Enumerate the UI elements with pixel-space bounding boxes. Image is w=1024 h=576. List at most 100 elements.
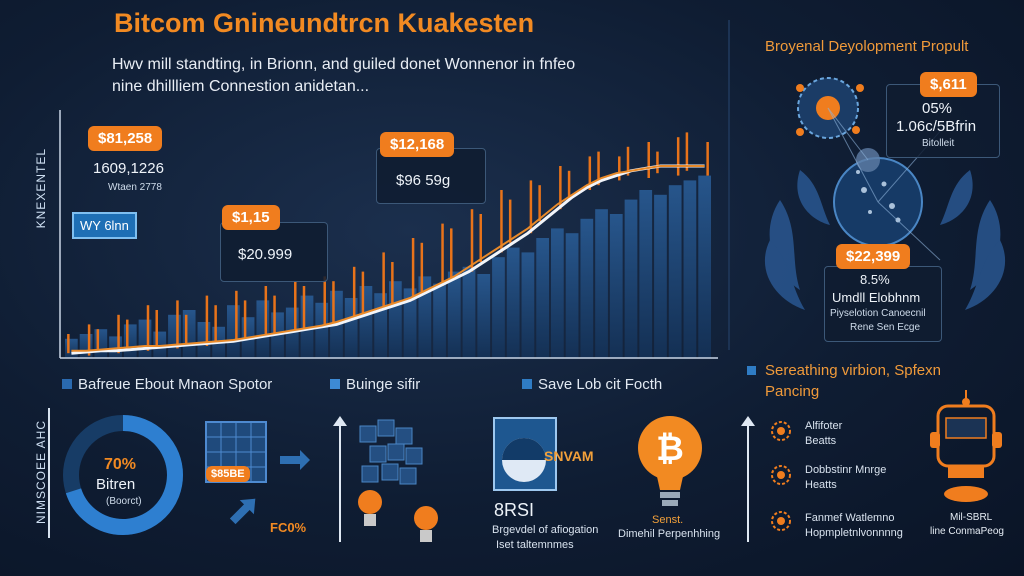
chart-bar [565, 233, 579, 358]
price-card-2-pct: 8.5% [860, 272, 890, 287]
price-card-2-line2: Piyselotion Canoecnil [830, 308, 926, 319]
subtitle-line-1: Hwv mill standting, in Brionn, and guile… [112, 56, 576, 73]
svg-text:₿: ₿ [656, 429, 684, 469]
snvam-card-illustration [493, 417, 557, 491]
donut-sub: (Boorct) [106, 496, 142, 507]
chart-bar [403, 288, 417, 358]
chip-pattern-icon [359, 419, 423, 485]
item-3-sub: Hopmpletnlvonnnng [805, 527, 903, 539]
chart-bar [182, 310, 196, 358]
callout-badge-3: $12,168 [380, 132, 455, 157]
callout-badge-2: $1,15 [222, 205, 280, 230]
chart-bar [197, 322, 211, 358]
legend-item-1: Bafreue Ebout Mnaon Spotor [62, 376, 272, 393]
page-title: Bitcom Gnineundtrcn Kuakesten [114, 8, 535, 38]
legend-item-2: Buinge sifir [330, 376, 420, 393]
legend-swatch-icon [62, 379, 72, 389]
chart-bar [492, 257, 505, 358]
card-caption-1: Brgevdel of afiogation [492, 524, 599, 536]
chart-candles [67, 132, 709, 356]
chart-bar [433, 283, 446, 358]
card-caption-2: Iset taltemnmes [496, 539, 574, 551]
chart-bar [551, 228, 564, 358]
diagonal-arrow-icon [229, 498, 256, 525]
price-card-1-rate: 1.06c/5Bfrin [896, 118, 977, 135]
chip-bulbs-illustration [333, 416, 438, 542]
subtitle-line-2: nine dhillliem Connestion anidetan... [112, 78, 370, 95]
bulb-caption-1: Senst. [652, 514, 684, 526]
chart-bar [639, 190, 653, 358]
donut-chart [63, 415, 183, 535]
section-title-line-2: Pancing [765, 383, 820, 400]
donut-progress-arc [63, 415, 183, 535]
right-arrow-icon [280, 450, 310, 470]
price-card-2-badge: $22,399 [836, 244, 911, 269]
bottom-axis-line [48, 408, 50, 538]
chart-bar [418, 276, 432, 358]
legend-item-3: Save Lob cit Focth [522, 376, 662, 393]
chart-bar [315, 302, 329, 358]
up-arrow-icon [333, 416, 347, 426]
chart-bar [123, 324, 137, 358]
legend-swatch-icon [330, 379, 340, 389]
price-card-1-pct: 05% [922, 100, 953, 117]
item-2-label: Dobbstinr Mnrge [805, 464, 887, 476]
callout-1-sub: Wtaen 2778 [108, 182, 162, 193]
chart-bar [595, 209, 608, 358]
panel-divider [728, 20, 730, 350]
donut-label: Bitren [96, 476, 136, 493]
price-card-1-badge: $,611 [920, 72, 977, 97]
robot-icon [930, 390, 1002, 502]
gear-bulb-icon [771, 465, 791, 485]
blue-callout-badge: WY 6lnn [72, 212, 137, 239]
chart-bar [580, 218, 594, 358]
chart-lines [71, 164, 705, 355]
bitcoin-bulb-icon [414, 506, 438, 530]
chart-bar [94, 329, 108, 358]
price-card-2-line3: Rene Sen Ecge [850, 322, 921, 333]
network-illustration [764, 77, 1006, 310]
callout-badge-1: $81,258 [88, 126, 163, 151]
chart-series-line-1 [71, 164, 705, 355]
donut-percent: 70% [104, 456, 137, 473]
chart-bar [683, 180, 697, 358]
right-panel-title: Broyenal Deyolopment Propult [765, 38, 969, 55]
callout-2-value: $20.999 [238, 246, 293, 263]
cube-caption: FC0% [270, 520, 307, 535]
chart-bar [477, 274, 491, 358]
chart-bar [359, 286, 373, 358]
callout-3-value: $96 59g [396, 172, 451, 189]
gear-bulb-icon [771, 511, 791, 531]
chart-series-line-2 [71, 165, 705, 352]
chart-bar [654, 194, 667, 358]
chart-bar [462, 266, 476, 358]
chart-bar [536, 238, 549, 358]
section-bullet-icon [747, 366, 756, 375]
price-card-1-note: Bitolleit [922, 138, 955, 149]
chart-bar [65, 338, 78, 358]
chart-bar [668, 185, 682, 358]
leaf-decoration-icon [764, 170, 1006, 310]
chart-bar [624, 199, 638, 358]
chart-bar [609, 214, 623, 358]
chart-bar [389, 281, 402, 358]
main-price-chart [59, 110, 718, 359]
callout-box-2 [220, 222, 328, 282]
price-card-2-line1: Umdll Elobhnm [832, 290, 921, 305]
item-1-sub: Beatts [805, 435, 837, 447]
bulb-caption-2: Dimehil Perpenhhing [618, 528, 721, 540]
card-code: 8RSI [494, 500, 535, 520]
bitcoin-bulb-icon [358, 490, 382, 514]
chart-bar [374, 293, 387, 358]
bottom-y-axis-label: NIMSCOEE AHC [34, 420, 48, 525]
chart-bar [227, 305, 240, 358]
legend-swatch-icon [522, 379, 532, 389]
item-2-sub: Heatts [805, 479, 837, 491]
chart-bar [79, 334, 93, 358]
price-card-2 [824, 266, 942, 342]
callout-box-3 [376, 148, 486, 204]
up-arrow-icon [741, 416, 755, 542]
gear-bulb-icon [771, 421, 791, 441]
card-title: SNVAM [544, 448, 594, 464]
robot-caption-1: Mil-SBRL [950, 512, 993, 523]
